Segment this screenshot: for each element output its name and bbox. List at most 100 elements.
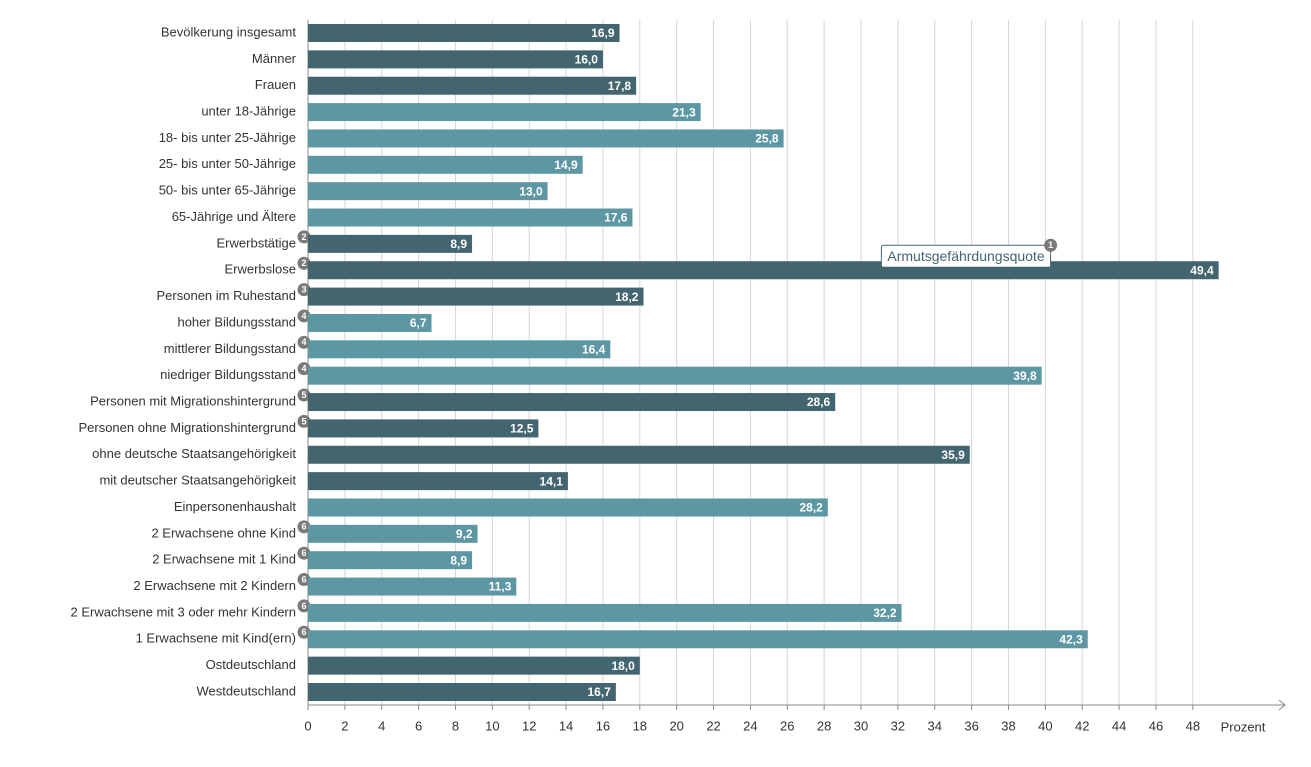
x-tick-label: 28 [817, 718, 831, 733]
value-label: 6,7 [410, 316, 427, 330]
footnote-badge [297, 335, 311, 349]
x-tick-label: 46 [1149, 718, 1163, 733]
x-tick-label: 34 [928, 718, 942, 733]
footnote-badge [297, 388, 311, 402]
x-tick-label: 26 [780, 718, 794, 733]
footnote-badge [297, 599, 311, 613]
value-label: 28,2 [799, 501, 823, 515]
footnote-number: 2 [301, 258, 306, 268]
value-label: 16,4 [582, 342, 606, 356]
x-tick-label: 20 [669, 718, 683, 733]
x-tick-label: 40 [1038, 718, 1052, 733]
y-tick-label: unter 18-Jährige [201, 104, 296, 119]
x-tick-label: 32 [891, 718, 905, 733]
axis-arrow [1278, 699, 1286, 711]
x-tick-label: 38 [1001, 718, 1015, 733]
value-label: 14,1 [540, 474, 564, 488]
footnote-badge [297, 230, 311, 244]
footnote-badge [297, 414, 311, 428]
annotation: Armutsgefährdungsquote [887, 248, 1044, 264]
bar [308, 313, 432, 332]
x-tick-label: 44 [1112, 718, 1126, 733]
footnote-number: 6 [301, 627, 306, 637]
value-label: 18,0 [611, 659, 635, 673]
y-tick-label: niedriger Bildungsstand [160, 367, 296, 382]
x-tick-label: 18 [633, 718, 647, 733]
value-label: 8,9 [450, 553, 467, 567]
value-label: 42,3 [1059, 632, 1083, 646]
y-tick-label: Frauen [255, 77, 296, 92]
y-tick-label: Erwerbstätige [217, 235, 296, 250]
y-tick-label: Ostdeutschland [206, 657, 296, 672]
bar [308, 287, 644, 306]
bar [308, 551, 473, 570]
value-label: 11,3 [489, 580, 512, 594]
x-tick-label: 14 [559, 718, 573, 733]
value-label: 49,4 [1190, 263, 1214, 277]
bar [308, 683, 616, 701]
value-label: 16,9 [591, 26, 615, 40]
footnote-number: 6 [301, 548, 306, 558]
x-tick-label: 6 [415, 718, 422, 733]
value-label: 9,2 [456, 527, 473, 541]
x-tick-label: 2 [341, 718, 348, 733]
bar [308, 103, 701, 122]
x-tick-label: 48 [1186, 718, 1200, 733]
bar [308, 366, 1042, 385]
footnote-badge [297, 309, 311, 323]
footnote-badge [297, 283, 311, 297]
bar [308, 50, 603, 69]
y-tick-label: ohne deutsche Staatsangehörigkeit [92, 446, 296, 461]
footnote-badge [297, 573, 311, 587]
value-label: 16,0 [575, 53, 599, 67]
x-tick-label: 10 [485, 718, 499, 733]
bar [308, 24, 620, 42]
value-label: 28,6 [807, 395, 831, 409]
footnote-number: 1 [1048, 240, 1053, 250]
value-label: 25,8 [755, 132, 779, 146]
value-label: 39,8 [1013, 369, 1037, 383]
bar [308, 234, 473, 253]
bar [308, 182, 548, 201]
y-tick-label: 2 Erwachsene ohne Kind [151, 525, 296, 540]
x-tick-label: 8 [452, 718, 459, 733]
bar [308, 129, 784, 148]
bar [308, 393, 836, 412]
footnote-number: 3 [301, 284, 306, 294]
x-tick-label: 24 [743, 718, 757, 733]
y-tick-label: hoher Bildungsstand [177, 314, 296, 329]
y-tick-label: 2 Erwachsene mit 3 oder mehr Kindern [71, 604, 296, 619]
bar [308, 261, 1219, 280]
x-tick-label: 42 [1075, 718, 1089, 733]
footnote-number: 5 [301, 416, 306, 426]
bar [308, 577, 517, 596]
value-label: 18,2 [615, 290, 639, 304]
footnote-number: 6 [301, 574, 306, 584]
footnote-badge [297, 362, 311, 376]
bar [308, 445, 970, 464]
y-tick-label: Erwerbslose [224, 262, 296, 277]
footnote-badge [297, 256, 311, 270]
bar [308, 155, 583, 174]
bar [308, 340, 611, 359]
y-tick-label: 50- bis unter 65-Jährige [159, 183, 296, 198]
y-tick-label: 18- bis unter 25-Jährige [159, 130, 296, 145]
footnote-number: 6 [301, 522, 306, 532]
y-tick-label: Bevölkerung insgesamt [161, 24, 297, 39]
footnote-number: 5 [301, 390, 306, 400]
x-tick-label: 0 [304, 718, 311, 733]
footnote-number: 4 [301, 337, 306, 347]
bar [308, 498, 828, 517]
bar [308, 76, 637, 95]
y-tick-label: 25- bis unter 50-Jährige [159, 156, 296, 171]
x-tick-label: 30 [854, 718, 868, 733]
y-tick-label: Personen im Ruhestand [157, 288, 296, 303]
bar [308, 656, 640, 675]
y-tick-label: Männer [252, 51, 297, 66]
value-label: 14,9 [554, 158, 578, 172]
value-label: 12,5 [510, 422, 534, 436]
bar [308, 419, 539, 438]
x-tick-label: 36 [964, 718, 978, 733]
annotation-box [880, 244, 1052, 268]
footnote-number: 6 [301, 601, 306, 611]
